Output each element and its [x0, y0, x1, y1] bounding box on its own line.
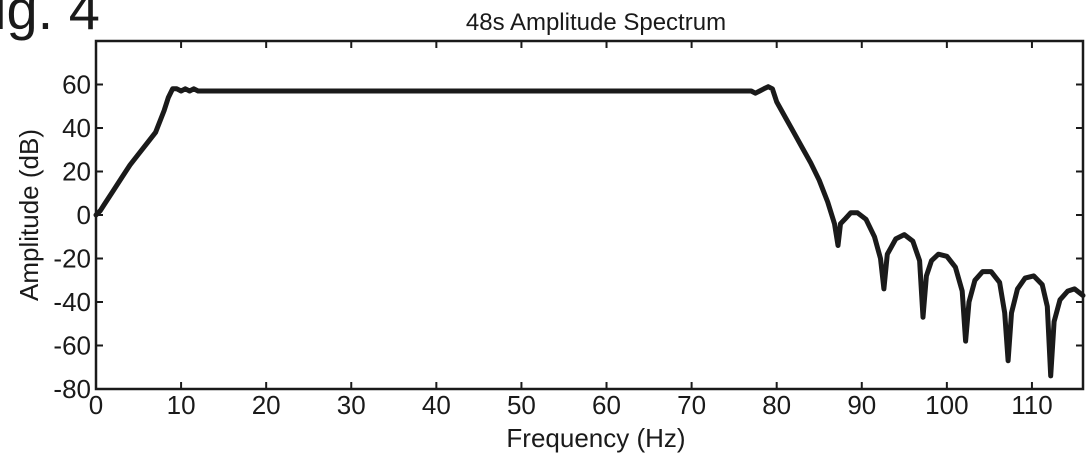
y-tick-label: -80: [53, 374, 91, 404]
y-tick-label: -60: [53, 331, 91, 361]
y-tick-label: 0: [77, 200, 91, 230]
x-axis-title: Frequency (Hz): [506, 423, 685, 453]
x-tick-label: 20: [252, 390, 281, 420]
x-tick-label: 70: [677, 390, 706, 420]
x-tick-label: 50: [507, 390, 536, 420]
y-tick-label: 20: [62, 157, 91, 187]
chart-title: 48s Amplitude Spectrum: [466, 9, 726, 36]
x-tick-label: 30: [337, 390, 366, 420]
plot-area: 0102030405060708090100110-80-60-40-20020…: [53, 41, 1083, 420]
y-tick-label: -40: [53, 287, 91, 317]
spectrum-line-0: [96, 87, 1083, 376]
x-tick-label: 110: [1011, 390, 1052, 420]
y-tick-label: 60: [62, 70, 91, 100]
x-tick-label: 10: [167, 390, 196, 420]
y-axis-title: Amplitude (dB): [14, 129, 44, 301]
y-tick-label: -20: [53, 244, 91, 274]
x-tick-label: 100: [925, 390, 968, 420]
x-tick-label: 60: [592, 390, 621, 420]
x-tick-label: 40: [422, 390, 451, 420]
y-tick-label: 40: [62, 113, 91, 143]
x-tick-label: 90: [847, 390, 876, 420]
x-tick-label: 80: [762, 390, 791, 420]
